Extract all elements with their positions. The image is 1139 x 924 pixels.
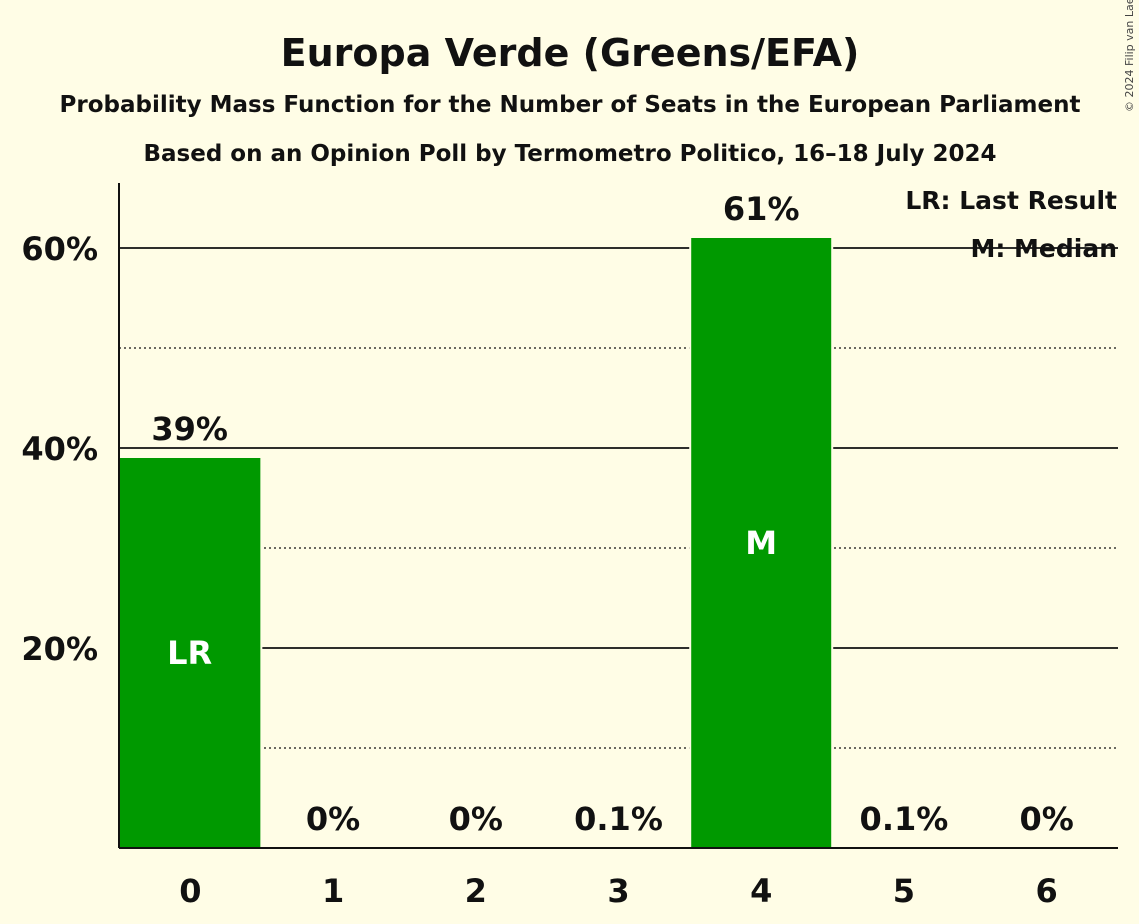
x-tick-label: 5 [893, 872, 915, 910]
data-label: 0% [306, 800, 360, 838]
data-label: 39% [151, 410, 228, 448]
y-tick-label: 20% [21, 630, 98, 668]
chart-subtitle-source: Based on an Opinion Poll by Termometro P… [143, 141, 996, 167]
axes: 20% 40% 60% 0 1 2 3 4 5 6 [21, 183, 1118, 910]
legend: LR: Last Result M: Median [905, 186, 1117, 263]
x-tick-label: 3 [607, 872, 629, 910]
chart-title: Europa Verde (Greens/EFA) [281, 31, 860, 75]
x-tick-label: 0 [179, 872, 201, 910]
legend-entry: LR: Last Result [905, 186, 1117, 215]
x-tick-label: 4 [750, 872, 772, 910]
x-tick-label: 6 [1036, 872, 1058, 910]
copyright-note: © 2024 Filip van Laenen [1123, 0, 1136, 112]
data-label: 0% [449, 800, 503, 838]
data-label: 61% [723, 190, 800, 228]
bar [119, 458, 261, 848]
chart-subtitle: Probability Mass Function for the Number… [60, 92, 1081, 118]
legend-entry: M: Median [970, 234, 1117, 263]
data-label: 0.1% [860, 800, 949, 838]
gridlines [119, 247, 1118, 749]
data-label: 0.1% [574, 800, 663, 838]
bar-marker-label: M [745, 524, 777, 562]
x-tick-label: 2 [465, 872, 487, 910]
bar [691, 238, 832, 848]
y-tick-label: 40% [21, 430, 98, 468]
bar-marker-label: LR [167, 634, 212, 672]
y-tick-label: 60% [21, 230, 98, 268]
bars: 39% LR 0% 0% 0.1% 61% M 0.1% 0% [117, 190, 1074, 848]
x-tick-label: 1 [322, 872, 344, 910]
data-label: 0% [1019, 800, 1073, 838]
